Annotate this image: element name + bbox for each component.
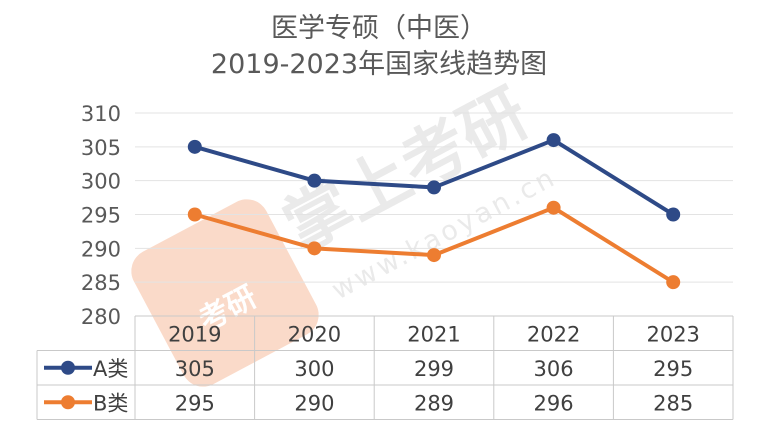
y-tick-label: 290 [81,237,121,261]
table-cell-value: 306 [534,357,574,381]
y-tick-label: 295 [81,204,121,228]
data-point [546,133,561,148]
y-tick-label: 305 [81,136,121,160]
legend-label: B类 [93,391,128,415]
y-tick-label: 285 [81,271,121,295]
y-tick-label: 280 [81,305,121,329]
y-tick-label: 310 [81,102,121,126]
series-1 [187,133,681,222]
table-cell-value: 299 [414,357,454,381]
x-category-label: 2021 [407,322,460,346]
x-category-label: 2019 [168,322,221,346]
chart-subtitle: 2019-2023年国家线趋势图 [210,49,548,80]
data-point [427,180,441,195]
x-category-label: 2020 [288,322,341,346]
x-category-label: 2023 [646,322,699,346]
legend-marker [61,360,75,375]
data-point [187,139,202,154]
data-point [546,200,561,215]
watermark-logo-icon [131,199,319,387]
legend-marker [61,395,75,410]
table-cell-value: 290 [294,391,334,415]
table-cell-value: 295 [175,391,215,415]
data-point [666,207,681,222]
table-cell-value: 289 [414,391,454,415]
data-point [307,241,322,256]
table-cell-value: 296 [534,391,574,415]
table-cell-value: 305 [175,357,215,381]
table-cell-value: 300 [294,357,334,381]
table-cell-value: 295 [653,357,693,381]
data-point [187,207,202,222]
data-point [307,173,322,188]
data-point [666,275,681,290]
table-cell-value: 285 [653,391,693,415]
x-category-label: 2022 [527,322,580,346]
series-2 [187,200,681,290]
data-table: 2019 2020 2021 2022 2023 A类 305 300 299 306 295 B类 2… [36,315,734,420]
data-point [427,248,441,263]
y-tick-label: 300 [81,170,121,194]
legend-label: A类 [93,357,128,381]
chart-title: 医学专硕（中医） [271,13,487,44]
